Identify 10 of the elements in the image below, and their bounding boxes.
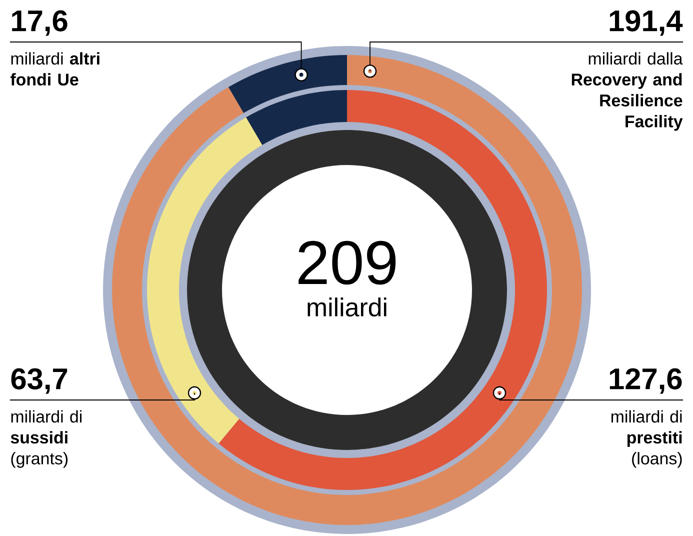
slice-label: miliardi di prestiti (loans) (611, 410, 682, 468)
slice-label: miliardi altri fondi Ue (10, 52, 100, 86)
data-label: 63,7 (11, 368, 68, 394)
slice-label: miliardi di sussidi (grants) (10, 410, 82, 468)
text: miliardi (308, 298, 386, 317)
data-label: 191,4 (610, 10, 683, 36)
slice-label: miliardi dalla Recovery and Resilience Facility (572, 52, 683, 131)
text: 209 (298, 240, 396, 285)
data-label: 127,6 (610, 368, 682, 394)
data-label: 17,6 (12, 10, 68, 36)
